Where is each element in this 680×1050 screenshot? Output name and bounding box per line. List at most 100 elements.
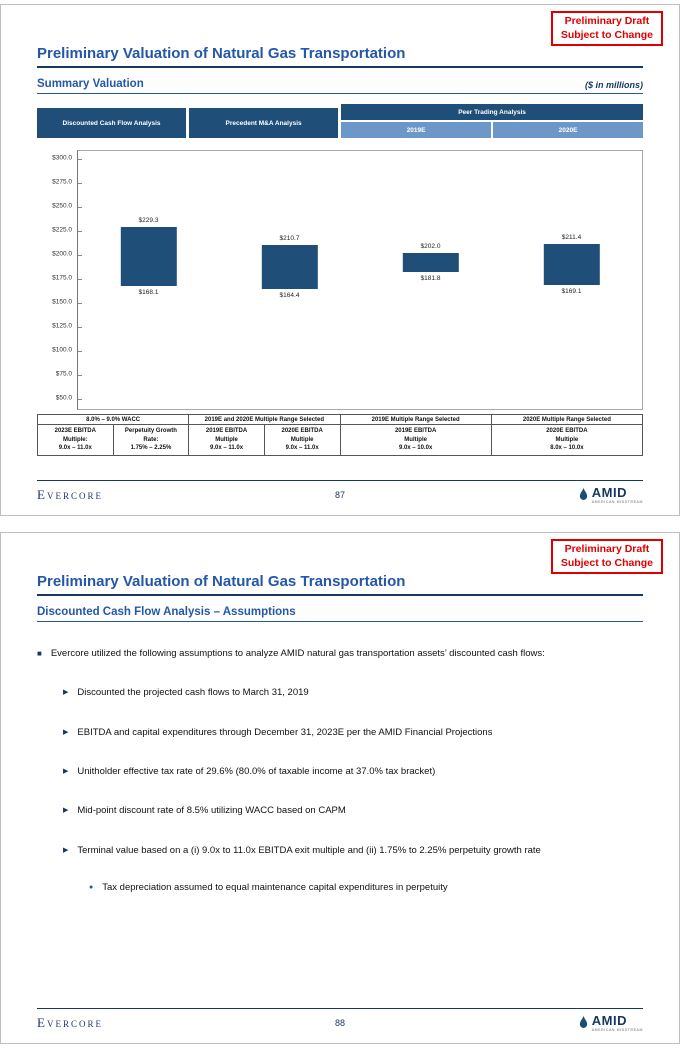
- assumption-bullet-text: Discounted the projected cash flows to M…: [77, 687, 309, 699]
- y-axis-tick-mark: [78, 255, 82, 256]
- header-2019e: 2019E: [341, 122, 492, 138]
- section-header-row: Discounted Cash Flow Analysis – Assumpti…: [37, 606, 643, 622]
- table-header-2019e-range: 2019E Multiple Range Selected: [339, 414, 492, 425]
- arrow-bullet-icon: ▶: [63, 768, 69, 776]
- y-axis-tick-mark: [78, 279, 82, 280]
- valuation-assumptions-table: 8.0% – 9.0% WACC 2019E and 2020E Multipl…: [36, 414, 644, 457]
- assumption-bullet-text: Mid-point discount rate of 8.5% utilizin…: [77, 805, 346, 817]
- y-axis-tick-label: $125.0: [52, 322, 72, 330]
- lead-bullet: ■ Evercore utilized the following assump…: [37, 648, 643, 660]
- assumption-bullet: ▶ Unitholder effective tax rate of 29.6%…: [63, 766, 643, 778]
- summary-valuation-chart: Discounted Cash Flow Analysis Precedent …: [36, 104, 644, 457]
- table-header-2020e-range: 2020E Multiple Range Selected: [490, 414, 644, 425]
- cell-2020e-ebitda-multiple-precedent: 2020E EBITDA Multiple 9.0x – 11.0x: [263, 423, 341, 457]
- assumption-bullet-text: EBITDA and capital expenditures through …: [77, 726, 493, 738]
- slide-page-87: Preliminary Draft Subject to Change Prel…: [0, 4, 680, 516]
- square-bullet-icon: ■: [37, 649, 42, 658]
- amid-logo: AMID AMERICAN MIDSTREAM: [578, 486, 643, 504]
- page-title: Preliminary Valuation of Natural Gas Tra…: [37, 45, 406, 62]
- bar-low-label: $168.1: [138, 288, 159, 296]
- footer-divider: [37, 480, 643, 481]
- y-axis-tick-label: $50.0: [55, 394, 72, 402]
- slide-page-88: Preliminary Draft Subject to Change Prel…: [0, 532, 680, 1044]
- assumption-bullet: ▶ Mid-point discount rate of 8.5% utiliz…: [63, 805, 643, 817]
- footer-divider: [37, 1008, 643, 1009]
- amid-logo-subtext: AMERICAN MIDSTREAM: [591, 500, 643, 504]
- page-title: Preliminary Valuation of Natural Gas Tra…: [37, 573, 406, 590]
- evercore-logo: Evercore: [37, 1015, 103, 1030]
- valuation-range-bar: [120, 226, 177, 286]
- y-axis-tick-label: $275.0: [52, 178, 72, 186]
- bar-high-label: $229.3: [138, 216, 159, 224]
- chart-bar-slot: $211.4 $169.1: [501, 151, 642, 409]
- bar-low-label: $169.1: [561, 287, 582, 295]
- y-axis-tick-mark: [78, 231, 82, 232]
- cell-2020e-ebitda-multiple-peer: 2020E EBITDA Multiple 8.0x – 10.0x: [490, 423, 644, 457]
- header-2020e: 2020E: [493, 122, 643, 138]
- y-axis-tick-mark: [78, 183, 82, 184]
- page-number: 88: [334, 1018, 345, 1028]
- table-header-2019e-2020e-range: 2019E and 2020E Multiple Range Selected: [188, 414, 341, 425]
- header-precedent-ma-analysis: Precedent M&A Analysis: [189, 108, 339, 138]
- y-axis-tick-label: $250.0: [52, 202, 72, 210]
- header-peer-trading-subcolumns: 2019E 2020E: [341, 122, 643, 138]
- amid-logo-text: AMID: [591, 485, 627, 500]
- y-axis-tick-label: $175.0: [52, 274, 72, 282]
- section-title: Summary Valuation: [37, 78, 144, 90]
- assumption-bullet-text: Terminal value based on a (i) 9.0x to 11…: [77, 844, 541, 856]
- y-axis-tick-mark: [78, 327, 82, 328]
- assumption-bullet: ▶ Terminal value based on a (i) 9.0x to …: [63, 845, 643, 857]
- chart-bar-slot: $202.0 $181.8: [360, 151, 501, 409]
- y-axis-tick-mark: [78, 399, 82, 400]
- circle-bullet-icon: ●: [89, 884, 94, 892]
- y-axis-tick-label: $200.0: [52, 250, 72, 258]
- arrow-bullet-icon: ▶: [63, 728, 69, 736]
- evercore-logo: Evercore: [37, 487, 103, 502]
- y-axis-tick-label: $75.0: [55, 370, 72, 378]
- cell-2023e-ebitda-multiple: 2023E EBITDA Multiple: 9.0x – 11.0x: [37, 423, 114, 457]
- y-axis-tick-mark: [78, 375, 82, 376]
- lead-bullet-text: Evercore utilized the following assumpti…: [50, 648, 545, 659]
- header-peer-trading-analysis: Peer Trading Analysis: [341, 104, 643, 120]
- amid-logo-text-group: AMID AMERICAN MIDSTREAM: [592, 1014, 643, 1032]
- y-axis-tick-mark: [78, 303, 82, 304]
- chart-y-axis: $300.0 $275.0 $250.0 $225.0 $200.0 $175.0 $150…: [37, 150, 77, 408]
- cell-2019e-ebitda-multiple-peer: 2019E EBITDA Multiple 9.0x – 10.0x: [339, 423, 492, 457]
- amid-flame-icon: [578, 486, 589, 502]
- table-header-wacc: 8.0% – 9.0% WACC: [36, 414, 190, 425]
- chart-plot: $229.3 $168.1 $210.7 $164.4 $202.0 $181.8 $211…: [77, 150, 643, 410]
- page-number: 87: [334, 490, 345, 500]
- cell-perpetuity-growth-rate: Perpetuity Growth Rate: 1.75% – 2.25%: [112, 423, 190, 457]
- bar-high-label: $211.4: [561, 234, 582, 242]
- title-divider: [37, 594, 643, 596]
- arrow-bullet-icon: ▶: [63, 807, 69, 815]
- title-divider: [37, 66, 643, 68]
- y-axis-tick-mark: [78, 159, 82, 160]
- section-header-row: Summary Valuation ($ in millions): [37, 78, 643, 94]
- bar-high-label: $210.7: [279, 234, 300, 242]
- sub-bullet-text: Tax depreciation assumed to equal mainte…: [102, 882, 448, 894]
- table-header-row: 8.0% – 9.0% WACC 2019E and 2020E Multipl…: [36, 414, 644, 425]
- assumption-bullet: ▶ EBITDA and capital expenditures throug…: [63, 727, 643, 739]
- amid-logo-text: AMID: [591, 1013, 627, 1028]
- amid-flame-icon: [578, 1014, 589, 1030]
- bar-high-label: $202.0: [420, 243, 441, 251]
- assumption-bullet-text: Unitholder effective tax rate of 29.6% (…: [77, 766, 436, 778]
- header-dcf-analysis: Discounted Cash Flow Analysis: [37, 108, 187, 138]
- y-axis-tick-label: $150.0: [52, 298, 72, 306]
- assumption-bullet: ▶ Discounted the projected cash flows to…: [63, 687, 643, 699]
- footer: Evercore 88 AMID AMERICAN MIDSTREAM: [37, 1011, 643, 1035]
- bar-low-label: $181.8: [420, 275, 441, 283]
- section-title: Discounted Cash Flow Analysis – Assumpti…: [37, 606, 296, 618]
- chart-bar-slot: $210.7 $164.4: [219, 151, 360, 409]
- units-note: ($ in millions): [584, 80, 643, 90]
- arrow-bullet-icon: ▶: [63, 689, 69, 697]
- table-body-row: 2023E EBITDA Multiple: 9.0x – 11.0x Perp…: [37, 423, 644, 457]
- valuation-range-bar: [543, 244, 600, 285]
- preliminary-draft-stamp: Preliminary Draft Subject to Change: [550, 539, 663, 575]
- valuation-range-bar: [261, 244, 318, 290]
- cell-2019e-ebitda-multiple-precedent: 2019E EBITDA Multiple 9.0x – 11.0x: [188, 423, 265, 457]
- y-axis-tick-label: $225.0: [52, 226, 72, 234]
- chart-bar-slot: $229.3 $168.1: [78, 151, 219, 409]
- chart-column-headers: Discounted Cash Flow Analysis Precedent …: [37, 104, 643, 138]
